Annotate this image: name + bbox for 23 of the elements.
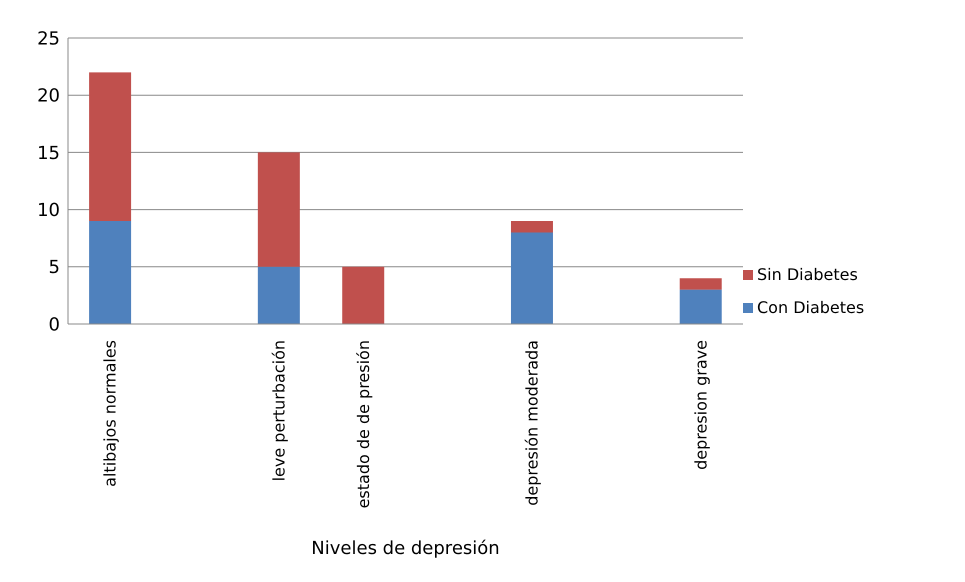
bar bbox=[258, 266, 300, 324]
y-tick-label: 20 bbox=[37, 86, 60, 107]
y-tick-label: 15 bbox=[37, 142, 60, 164]
y-tick-label: 10 bbox=[37, 200, 60, 221]
bar bbox=[89, 72, 132, 222]
y-tick-label: 0 bbox=[48, 314, 60, 336]
y-tick-label: 5 bbox=[48, 257, 60, 278]
legend-label: Sin Diabetes bbox=[756, 265, 859, 284]
bar bbox=[680, 278, 722, 290]
bar bbox=[510, 221, 553, 232]
x-tick-label: altibajos normales bbox=[100, 340, 120, 487]
x-tick-label: depresion grave bbox=[691, 340, 710, 470]
bar bbox=[510, 232, 553, 324]
x-tick-label: depresión moderada bbox=[522, 340, 542, 506]
bar bbox=[680, 290, 722, 324]
x-tick-label: leve perturbación bbox=[269, 340, 288, 482]
x-tick-label: estado de de presión bbox=[354, 340, 373, 508]
bar bbox=[89, 221, 132, 324]
bar bbox=[342, 266, 384, 324]
legend-label: Con Diabetes bbox=[756, 298, 866, 317]
bar bbox=[258, 152, 300, 267]
y-tick-label: 25 bbox=[37, 28, 60, 50]
x-axis-title: Niveles de depresión bbox=[311, 538, 500, 559]
